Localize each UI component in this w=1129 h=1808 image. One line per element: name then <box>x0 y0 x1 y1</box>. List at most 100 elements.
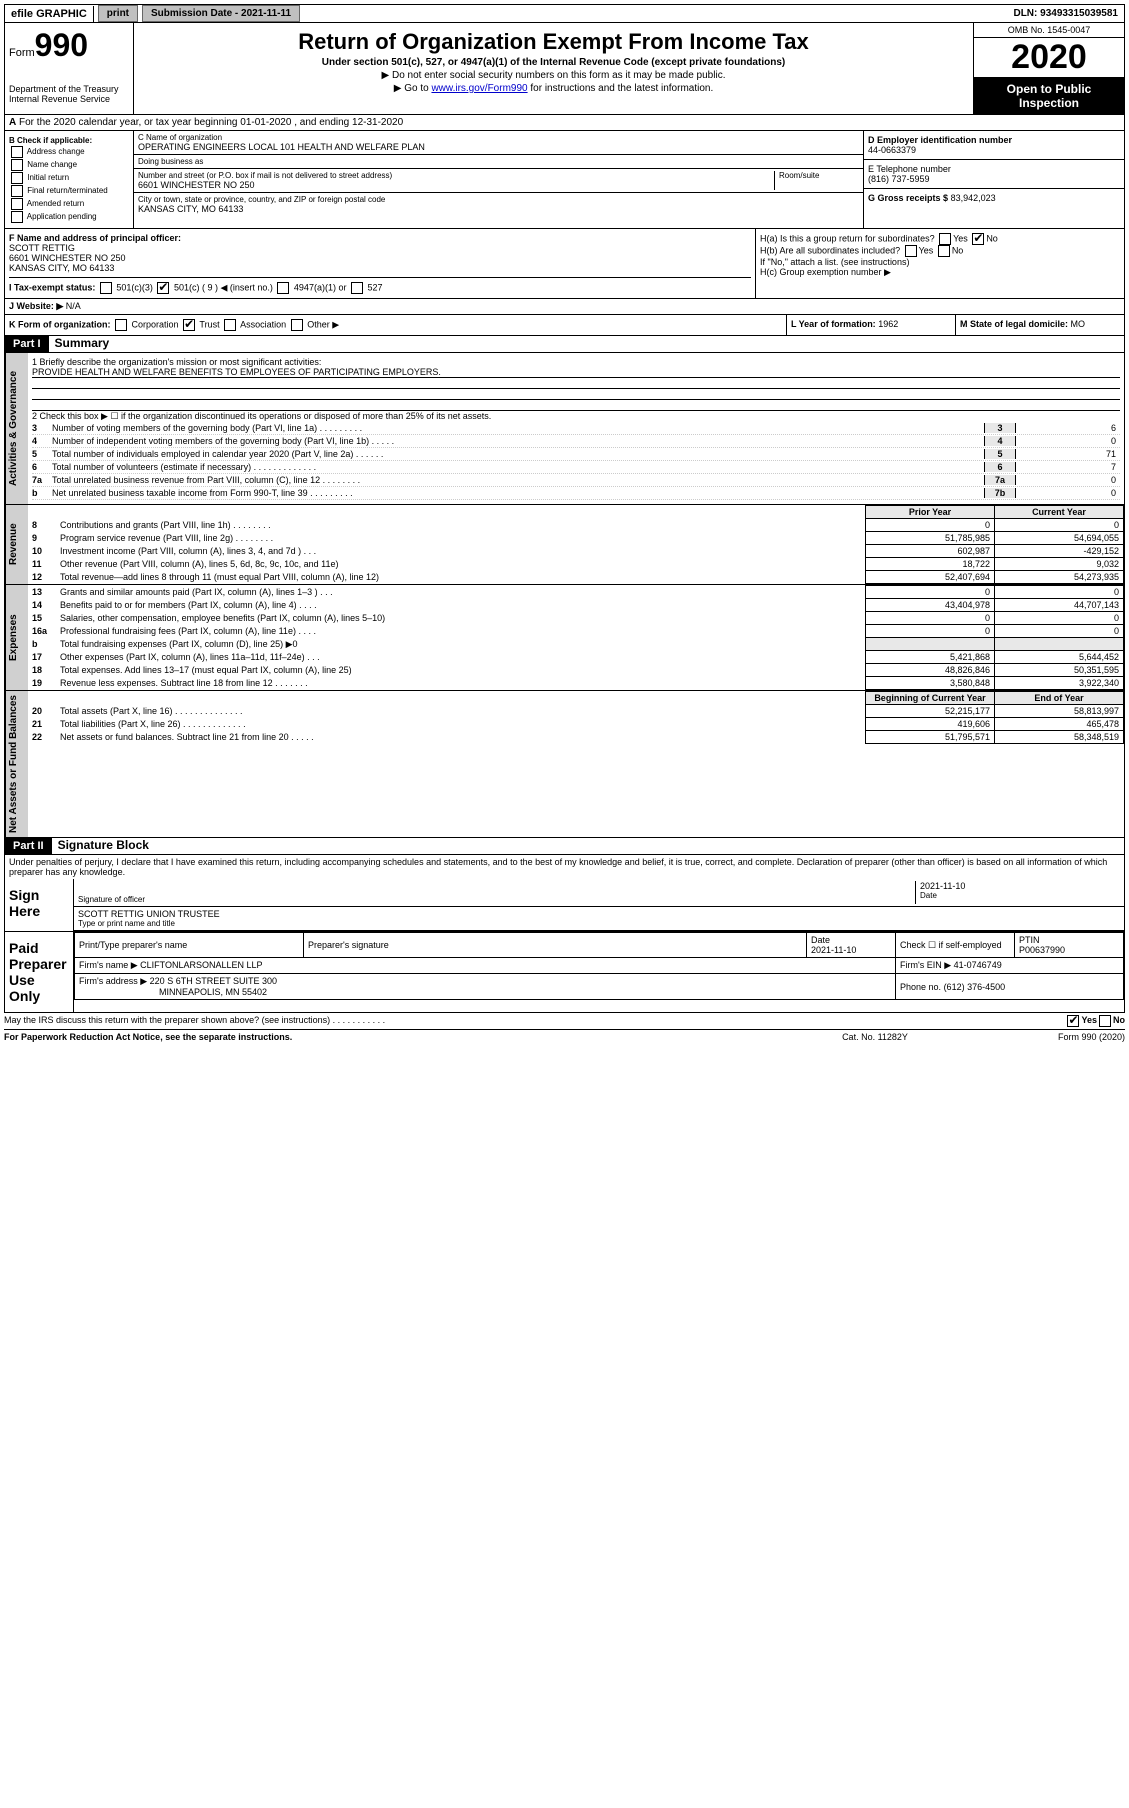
table-row: 18Total expenses. Add lines 13–17 (must … <box>28 664 1124 677</box>
phone-value: (816) 737-5959 <box>868 174 1120 184</box>
check-501c[interactable] <box>157 282 169 294</box>
top-bar: efile GRAPHIC print Submission Date - 20… <box>4 4 1125 23</box>
ssn-note: ▶ Do not enter social security numbers o… <box>142 70 965 81</box>
check-ha-yes[interactable] <box>939 233 951 245</box>
check-trust[interactable] <box>183 319 195 331</box>
summary-line: 6Total number of volunteers (estimate if… <box>32 461 1120 474</box>
box-f: F Name and address of principal officer:… <box>5 229 755 298</box>
table-row: 13Grants and similar amounts paid (Part … <box>28 586 1124 599</box>
table-row: 10Investment income (Part VIII, column (… <box>28 545 1124 558</box>
irs-label: Internal Revenue Service <box>9 94 129 104</box>
gross-receipts: 83,942,023 <box>951 193 996 203</box>
table-row: 17Other expenses (Part IX, column (A), l… <box>28 651 1124 664</box>
firm-ein: 41-0746749 <box>954 960 1002 970</box>
ein-value: 44-0663379 <box>868 145 1120 155</box>
table-row: 20Total assets (Part X, line 16) . . . .… <box>28 705 1124 718</box>
box-c: C Name of organization OPERATING ENGINEE… <box>134 131 863 228</box>
expenses-table: 13Grants and similar amounts paid (Part … <box>28 585 1124 690</box>
sign-here-label: Sign Here <box>5 879 74 931</box>
form-ref: Form 990 (2020) <box>975 1032 1125 1042</box>
officer-name: SCOTT RETTIG <box>9 243 751 253</box>
check-address-change[interactable] <box>11 146 23 158</box>
part1-header: Part I Summary <box>4 336 1125 353</box>
form-header: Form990 Department of the Treasury Inter… <box>4 23 1125 115</box>
check-hb-yes[interactable] <box>905 245 917 257</box>
org-city: KANSAS CITY, MO 64133 <box>138 204 385 214</box>
box-deg: D Employer identification number 44-0663… <box>863 131 1124 228</box>
state-domicile: MO <box>1071 319 1086 329</box>
governance-side-label: Activities & Governance <box>5 353 28 504</box>
revenue-table: Prior YearCurrent Year 8Contributions an… <box>28 505 1124 584</box>
table-row: 9Program service revenue (Part VIII, lin… <box>28 532 1124 545</box>
check-name-change[interactable] <box>11 159 23 171</box>
form-title-box: Return of Organization Exempt From Incom… <box>138 23 969 114</box>
row-klm: K Form of organization: Corporation Trus… <box>4 315 1125 336</box>
check-527[interactable] <box>351 282 363 294</box>
form-number: Form990 <box>9 27 129 64</box>
goto-note: ▶ Go to www.irs.gov/Form990 for instruct… <box>142 83 965 94</box>
irs-link[interactable]: www.irs.gov/Form990 <box>431 83 527 94</box>
omb-number: OMB No. 1545-0047 <box>974 23 1124 38</box>
header-right: OMB No. 1545-0047 2020 Open to Public In… <box>973 23 1124 114</box>
table-row: 11Other revenue (Part VIII, column (A), … <box>28 558 1124 571</box>
section-a-taxyear: A For the 2020 calendar year, or tax yea… <box>4 115 1125 131</box>
governance-section: Activities & Governance 1 Briefly descri… <box>4 353 1125 505</box>
box-j: J Website: ▶ N/A <box>4 299 1125 315</box>
netassets-table: Beginning of Current YearEnd of Year 20T… <box>28 691 1124 744</box>
check-4947[interactable] <box>277 282 289 294</box>
org-info-grid: B Check if applicable: Address change Na… <box>4 131 1125 229</box>
summary-line: bNet unrelated business taxable income f… <box>32 487 1120 500</box>
firm-phone: (612) 376-4500 <box>944 982 1006 992</box>
box-h: H(a) Is this a group return for subordin… <box>755 229 1124 298</box>
check-ha-no[interactable] <box>972 233 984 245</box>
tax-year: 2020 <box>974 38 1124 78</box>
check-discuss-yes[interactable] <box>1067 1015 1079 1027</box>
perjury-text: Under penalties of perjury, I declare th… <box>5 855 1124 879</box>
table-row: 19Revenue less expenses. Subtract line 1… <box>28 677 1124 690</box>
firm-name: CLIFTONLARSONALLEN LLP <box>140 960 262 970</box>
check-amended[interactable] <box>11 198 23 210</box>
check-discuss-no[interactable] <box>1099 1015 1111 1027</box>
check-initial-return[interactable] <box>11 172 23 184</box>
mission-text: PROVIDE HEALTH AND WELFARE BENEFITS TO E… <box>32 367 1120 378</box>
table-row: 12Total revenue—add lines 8 through 11 (… <box>28 571 1124 584</box>
submission-date: Submission Date - 2021-11-11 <box>142 5 300 22</box>
check-other[interactable] <box>291 319 303 331</box>
dln-label: DLN: 93493315039581 <box>1007 6 1124 21</box>
org-street: 6601 WINCHESTER NO 250 <box>138 180 774 190</box>
form-id-box: Form990 Department of the Treasury Inter… <box>5 23 134 114</box>
row-fh: F Name and address of principal officer:… <box>4 229 1125 299</box>
check-501c3[interactable] <box>100 282 112 294</box>
table-row: 8Contributions and grants (Part VIII, li… <box>28 519 1124 532</box>
mission-label: 1 Briefly describe the organization's mi… <box>32 357 1120 367</box>
form-subtitle: Under section 501(c), 527, or 4947(a)(1)… <box>142 57 965 68</box>
dept-treasury: Department of the Treasury <box>9 84 129 94</box>
website-value: N/A <box>66 301 81 311</box>
revenue-side-label: Revenue <box>5 505 28 584</box>
line-2: 2 Check this box ▶ ☐ if the organization… <box>32 411 1120 422</box>
table-row: 15Salaries, other compensation, employee… <box>28 612 1124 625</box>
check-application-pending[interactable] <box>11 211 23 223</box>
table-row: 21Total liabilities (Part X, line 26) . … <box>28 718 1124 731</box>
check-corp[interactable] <box>115 319 127 331</box>
check-hb-no[interactable] <box>938 245 950 257</box>
summary-line: 3Number of voting members of the governi… <box>32 422 1120 435</box>
check-assoc[interactable] <box>224 319 236 331</box>
org-name: OPERATING ENGINEERS LOCAL 101 HEALTH AND… <box>138 142 859 152</box>
paid-preparer-label: Paid Preparer Use Only <box>5 932 74 1012</box>
netassets-side-label: Net Assets or Fund Balances <box>5 691 28 837</box>
signature-block: Under penalties of perjury, I declare th… <box>4 855 1125 1013</box>
efile-label: efile GRAPHIC <box>5 6 94 22</box>
open-public-badge: Open to Public Inspection <box>974 78 1124 114</box>
check-final-return[interactable] <box>11 185 23 197</box>
summary-line: 7aTotal unrelated business revenue from … <box>32 474 1120 487</box>
expenses-side-label: Expenses <box>5 585 28 690</box>
ptin-value: P00637990 <box>1019 945 1065 955</box>
print-button[interactable]: print <box>98 5 138 22</box>
table-row: 14Benefits paid to or for members (Part … <box>28 599 1124 612</box>
preparer-table: Print/Type preparer's name Preparer's si… <box>74 932 1124 1000</box>
summary-line: 5Total number of individuals employed in… <box>32 448 1120 461</box>
expenses-section: Expenses 13Grants and similar amounts pa… <box>4 585 1125 691</box>
revenue-section: Revenue Prior YearCurrent Year 8Contribu… <box>4 505 1125 585</box>
part2-header: Part II Signature Block <box>4 838 1125 855</box>
